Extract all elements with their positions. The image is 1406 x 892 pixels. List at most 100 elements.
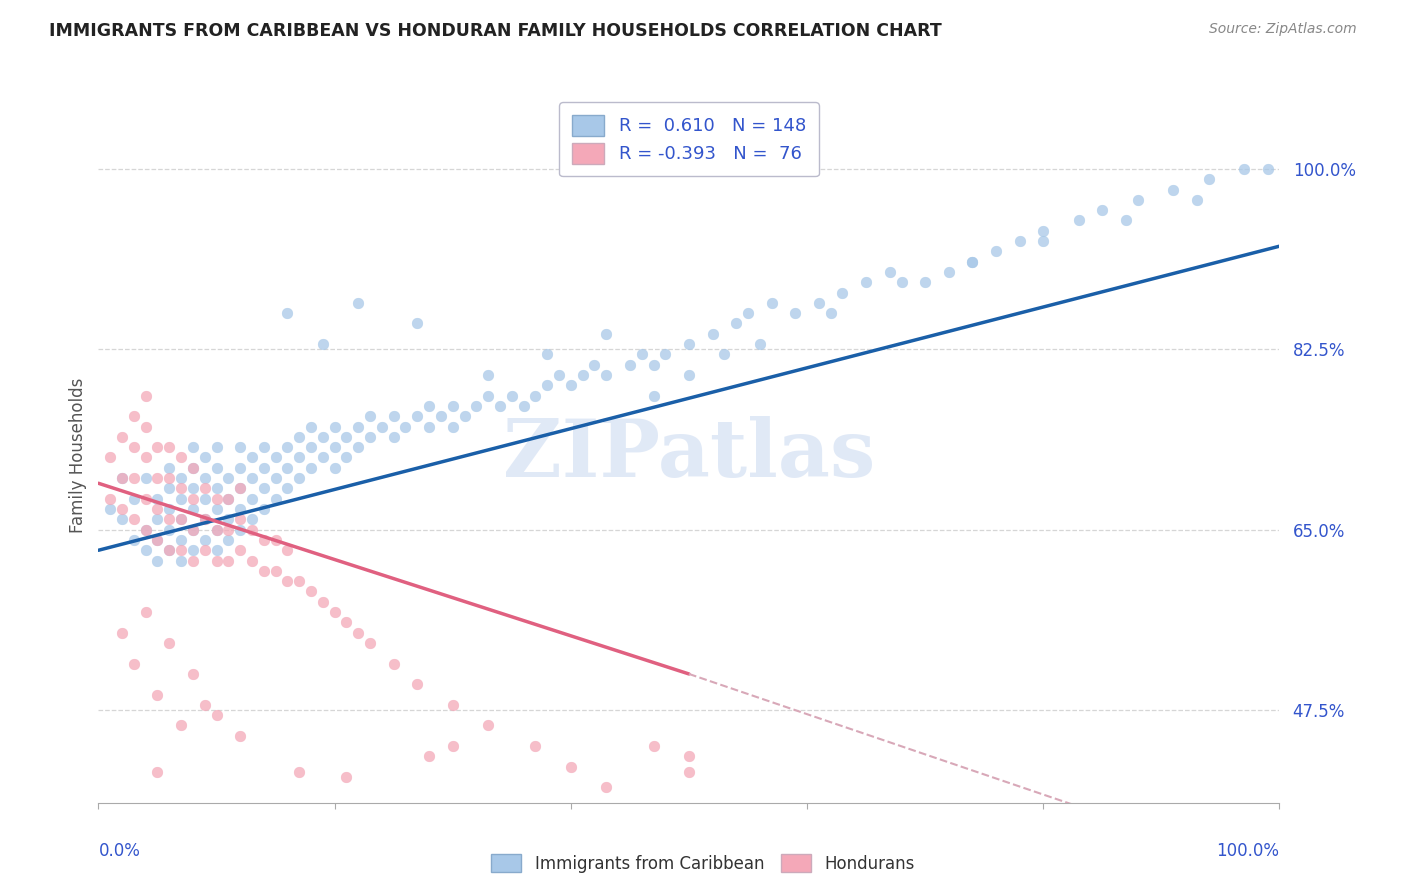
Point: [146, 553, 169, 567]
Point: [98, 491, 121, 506]
Point: [122, 491, 145, 506]
Point: [205, 491, 228, 506]
Point: [1032, 224, 1054, 238]
Point: [157, 543, 180, 558]
Point: [170, 718, 193, 732]
Point: [560, 760, 582, 774]
Point: [170, 543, 193, 558]
Point: [194, 482, 217, 496]
Point: [229, 543, 252, 558]
Point: [748, 337, 770, 351]
Point: [181, 523, 204, 537]
Point: [181, 502, 204, 516]
Point: [253, 533, 276, 547]
Point: [371, 419, 394, 434]
Point: [205, 460, 228, 475]
Point: [157, 440, 180, 454]
Point: [217, 471, 239, 485]
Point: [135, 605, 157, 619]
Point: [1161, 182, 1184, 196]
Point: [678, 337, 700, 351]
Point: [312, 430, 335, 444]
Point: [382, 657, 405, 671]
Point: [229, 482, 252, 496]
Point: [146, 764, 169, 779]
Point: [181, 667, 204, 681]
Text: Source: ZipAtlas.com: Source: ZipAtlas.com: [1209, 22, 1357, 37]
Point: [135, 543, 157, 558]
Point: [323, 419, 346, 434]
Point: [253, 502, 276, 516]
Point: [678, 368, 700, 382]
Point: [229, 729, 252, 743]
Point: [170, 482, 193, 496]
Point: [157, 523, 180, 537]
Point: [382, 409, 405, 424]
Point: [1032, 234, 1054, 248]
Point: [418, 419, 440, 434]
Point: [1257, 161, 1279, 176]
Point: [465, 399, 488, 413]
Point: [181, 482, 204, 496]
Point: [229, 523, 252, 537]
Point: [335, 770, 357, 784]
Point: [264, 533, 287, 547]
Point: [359, 409, 381, 424]
Point: [536, 378, 558, 392]
Point: [135, 419, 157, 434]
Point: [394, 419, 416, 434]
Point: [146, 688, 169, 702]
Point: [288, 574, 311, 589]
Point: [146, 502, 169, 516]
Point: [441, 698, 464, 712]
Point: [170, 450, 193, 465]
Point: [288, 450, 311, 465]
Point: [1198, 172, 1220, 186]
Point: [477, 718, 499, 732]
Point: [229, 440, 252, 454]
Point: [135, 523, 157, 537]
Point: [595, 368, 617, 382]
Point: [678, 764, 700, 779]
Point: [240, 512, 263, 526]
Point: [962, 254, 984, 268]
Point: [347, 625, 370, 640]
Point: [323, 460, 346, 475]
Point: [418, 399, 440, 413]
Point: [276, 482, 298, 496]
Point: [229, 460, 252, 475]
Point: [512, 399, 534, 413]
Text: 0.0%: 0.0%: [98, 842, 141, 860]
Point: [654, 347, 676, 361]
Point: [1091, 203, 1114, 218]
Point: [181, 460, 204, 475]
Point: [253, 482, 276, 496]
Point: [1067, 213, 1090, 227]
Point: [181, 523, 204, 537]
Point: [122, 440, 145, 454]
Point: [205, 440, 228, 454]
Point: [299, 460, 322, 475]
Point: [406, 317, 429, 331]
Point: [146, 533, 169, 547]
Point: [1185, 193, 1208, 207]
Point: [678, 749, 700, 764]
Point: [359, 430, 381, 444]
Point: [335, 450, 357, 465]
Point: [181, 440, 204, 454]
Point: [299, 584, 322, 599]
Point: [146, 440, 169, 454]
Point: [984, 244, 1007, 259]
Point: [501, 389, 523, 403]
Point: [453, 409, 475, 424]
Point: [595, 326, 617, 341]
Point: [157, 482, 180, 496]
Point: [524, 389, 547, 403]
Point: [288, 764, 311, 779]
Point: [406, 409, 429, 424]
Point: [879, 265, 901, 279]
Point: [181, 543, 204, 558]
Point: [205, 482, 228, 496]
Point: [418, 749, 440, 764]
Point: [170, 512, 193, 526]
